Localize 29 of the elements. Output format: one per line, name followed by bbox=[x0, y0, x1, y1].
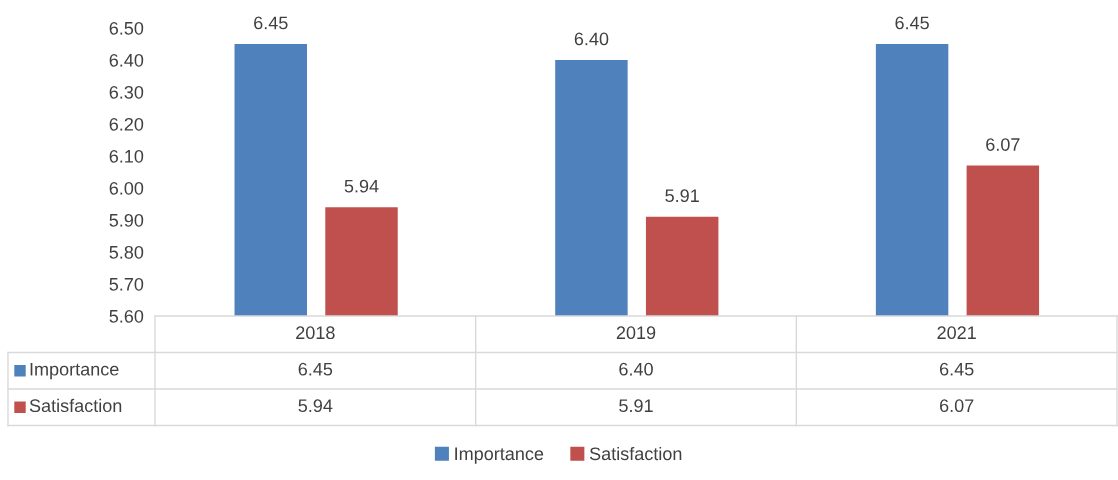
y-tick-label: 6.40 bbox=[109, 53, 144, 67]
y-tick-label: 5.90 bbox=[109, 213, 144, 227]
data-label: 5.91 bbox=[619, 399, 653, 413]
data-label: 6.07 bbox=[940, 399, 974, 413]
y-tick-label: 5.70 bbox=[109, 277, 144, 291]
y-tick-label: 6.20 bbox=[109, 117, 144, 131]
text: 6.45 bbox=[895, 16, 929, 30]
y-tick-label: 6.00 bbox=[109, 181, 144, 195]
text: 5.94 bbox=[344, 179, 379, 193]
y-tick-label: 6.10 bbox=[109, 149, 144, 163]
data-label: 6.40 bbox=[619, 362, 653, 376]
y-tick-label: 5.80 bbox=[109, 245, 144, 259]
legend-label: Importance bbox=[30, 363, 119, 380]
y-tick-label: 5.60 bbox=[109, 309, 144, 323]
data-label: 5.94 bbox=[298, 399, 333, 413]
text: 6.45 bbox=[254, 16, 288, 30]
text: Importance bbox=[455, 447, 544, 464]
y-tick-label: 6.50 bbox=[109, 21, 144, 35]
legend-label: Satisfaction bbox=[589, 446, 682, 461]
x-tick-label: 2021 bbox=[937, 326, 976, 340]
data-label: 6.45 bbox=[940, 362, 974, 376]
x-tick-label: 2018 bbox=[296, 326, 335, 340]
text: Satisfaction bbox=[29, 398, 122, 413]
text: 6.40 bbox=[574, 32, 609, 46]
text: 6.07 bbox=[986, 138, 1020, 151]
y-tick-label: 6.30 bbox=[109, 85, 144, 99]
text: 5.91 bbox=[665, 189, 699, 203]
data-label: 6.45 bbox=[298, 362, 333, 376]
x-tick-label: 2019 bbox=[616, 326, 656, 340]
